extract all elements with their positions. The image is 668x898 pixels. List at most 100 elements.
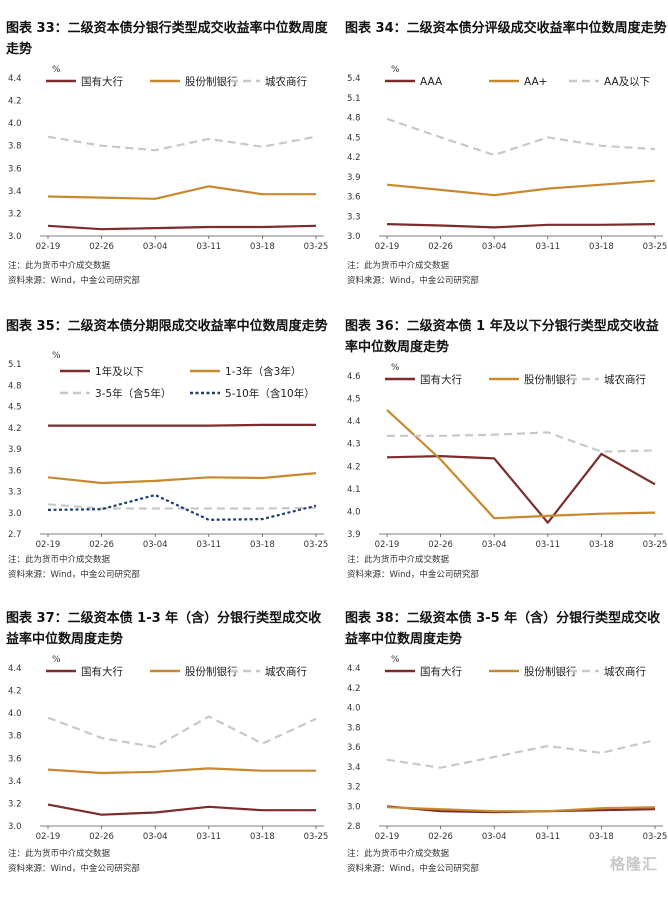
- axis-unit-label: %: [52, 65, 61, 75]
- x-tick-label: 03-18: [589, 540, 614, 550]
- source-credit-35: 资料来源：Wind，中金公司研究部: [8, 570, 140, 580]
- series-line-3: [47, 135, 317, 152]
- x-tick-label: 02-26: [89, 832, 114, 842]
- source-credit-37: 资料来源：Wind，中金公司研究部: [8, 864, 140, 874]
- legend-label: 城农商行: [604, 665, 646, 678]
- y-tick-label: 3.6: [8, 754, 22, 764]
- x-tick-label: 03-18: [589, 242, 614, 252]
- x-tick-label: 03-25: [304, 832, 329, 842]
- x-tick-label: 03-04: [482, 540, 507, 550]
- source-note-36: 注：此为货币中介成交数据: [347, 555, 450, 565]
- y-tick-label: 4.0: [347, 704, 361, 714]
- y-tick-label: 3.2: [347, 783, 361, 793]
- legend-label: AAA: [420, 76, 443, 88]
- source-note-37: 注：此为货币中介成交数据: [8, 849, 111, 859]
- legend-label: 国有大行: [420, 665, 462, 678]
- axis-unit-label: %: [391, 363, 400, 373]
- series-line-1: [47, 224, 317, 231]
- x-tick-label: 03-11: [535, 242, 560, 252]
- legend-label: 1-3年（含3年）: [225, 365, 301, 378]
- legend-label: 国有大行: [420, 373, 462, 386]
- y-tick-label: 4.1: [347, 485, 361, 495]
- legend-label: 股份制银行: [524, 665, 577, 678]
- y-tick-label: 3.0: [347, 802, 361, 812]
- legend-label: 城农商行: [265, 665, 307, 678]
- x-tick-label: 03-04: [482, 242, 507, 252]
- x-tick-label: 03-18: [250, 540, 275, 550]
- x-tick-label: 03-11: [196, 540, 221, 550]
- x-tick-label: 03-18: [250, 242, 275, 252]
- y-tick-label: 3.9: [8, 445, 22, 455]
- chart-plot-37: % 3.0 3.2 3.4 3.6 3.8 4.0 4.2 4.4 02-19 02-26 03-04…: [8, 655, 329, 842]
- y-tick-label: 3.2: [8, 799, 22, 809]
- y-tick-label: 5.1: [8, 360, 22, 370]
- y-tick-label: 3.9: [347, 173, 361, 183]
- chart-plot-38: % 2.8 3.0 3.2 3.4 3.6 3.8 4.0 4.2 4.4 02-19 02-26 03…: [347, 655, 668, 842]
- y-tick-label: 3.6: [347, 193, 361, 203]
- x-tick-label: 02-19: [375, 832, 400, 842]
- axis-unit-label: %: [391, 65, 400, 75]
- x-tick-label: 03-25: [304, 242, 329, 252]
- legend-label: 股份制银行: [524, 373, 577, 386]
- legend-label: 城农商行: [265, 75, 307, 88]
- x-tick-label: 03-11: [535, 832, 560, 842]
- series-line-1: [386, 223, 656, 229]
- axis-unit-label: %: [52, 351, 61, 361]
- chart-title-34: 图表 34：二级资本债分评级成交收益率中位数周度走势: [345, 21, 667, 36]
- y-tick-label: 4.2: [347, 462, 361, 472]
- y-tick-label: 3.8: [8, 732, 22, 742]
- y-tick-label: 3.8: [347, 723, 361, 733]
- x-tick-label: 03-04: [482, 832, 507, 842]
- y-tick-label: 3.0: [8, 822, 22, 832]
- y-tick-label: 3.0: [347, 232, 361, 242]
- axis-unit-label: %: [52, 655, 61, 665]
- y-tick-label: 3.4: [347, 763, 361, 773]
- x-tick-label: 03-11: [196, 242, 221, 252]
- y-tick-label: 4.4: [347, 417, 361, 427]
- series-line-2: [386, 806, 656, 813]
- x-tick-label: 02-26: [89, 540, 114, 550]
- x-tick-label: 02-26: [428, 832, 453, 842]
- x-tick-label: 02-26: [428, 540, 453, 550]
- y-tick-label: 4.2: [8, 424, 22, 434]
- series-line-2: [47, 767, 316, 775]
- x-tick-label: 03-18: [250, 832, 275, 842]
- series-line-2: [386, 409, 656, 520]
- series-line-3: [47, 715, 317, 749]
- x-tick-label: 03-25: [304, 540, 329, 550]
- y-tick-label: 5.1: [347, 94, 361, 104]
- x-tick-label: 02-26: [428, 242, 453, 252]
- x-tick-label: 03-11: [535, 540, 560, 550]
- y-tick-label: 4.0: [8, 119, 22, 129]
- y-tick-label: 4.8: [8, 381, 22, 391]
- series-line-3: [386, 739, 656, 769]
- y-tick-label: 3.8: [8, 142, 22, 152]
- x-tick-label: 03-25: [643, 832, 668, 842]
- series-line-2: [386, 179, 656, 197]
- y-tick-label: 3.0: [8, 509, 22, 519]
- chart-panel-37: % 3.0 3.2 3.4 3.6 3.8 4.0 4.2 4.4 02-19 02-26 03-04…: [6, 608, 336, 898]
- y-tick-label: 4.2: [8, 97, 22, 107]
- y-tick-label: 4.0: [8, 709, 22, 719]
- x-tick-label: 03-04: [143, 832, 168, 842]
- x-tick-label: 03-25: [643, 242, 668, 252]
- series-line-3: [386, 117, 656, 157]
- series-line-4: [47, 493, 317, 521]
- chart-title-37: 图表 37：二级资本债 1-3 年（含）分银行类型成交收益率中位数周度走势: [6, 611, 322, 647]
- y-tick-label: 4.5: [347, 395, 361, 405]
- x-tick-label: 03-04: [143, 540, 168, 550]
- y-tick-label: 3.3: [8, 488, 22, 498]
- chart-panel-36: % 3.9 4.0 4.1 4.2 4.3 4.4 4.5 4.6 02-19 02-26 03-04…: [345, 316, 668, 606]
- series-line-1: [47, 803, 316, 816]
- y-tick-label: 4.8: [347, 114, 361, 124]
- chart-panel-35: % 2.7 3.0 3.3 3.6 3.9 4.2 4.5 4.8 5.1 02-19 02-26 03…: [6, 316, 336, 606]
- legend-label: 3-5年（含5年）: [95, 387, 171, 400]
- y-tick-label: 3.2: [8, 209, 22, 219]
- series-line-2: [47, 185, 316, 200]
- legend-label: AA+: [524, 76, 547, 88]
- y-tick-label: 3.6: [8, 466, 22, 476]
- y-tick-label: 4.5: [347, 133, 361, 143]
- y-tick-label: 3.0: [8, 232, 22, 242]
- legend-label: 5-10年（含10年）: [225, 387, 315, 400]
- chart-plot-34: % 3.0 3.3 3.6 3.9 4.2 4.5 4.8 5.1 5.4 02-19 02-26 03…: [347, 65, 668, 252]
